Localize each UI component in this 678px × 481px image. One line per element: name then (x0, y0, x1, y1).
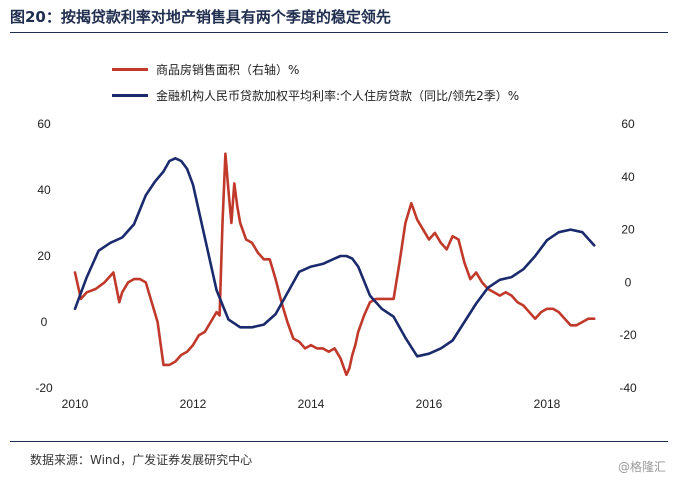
legend-swatch-red (112, 67, 148, 71)
x-tick-label: 2016 (416, 397, 443, 411)
legend-label-sales-area: 商品房销售面积（右轴）% (156, 62, 300, 77)
y-right-tick-label: -20 (619, 328, 637, 342)
y-right-tick-label: -40 (619, 381, 637, 395)
x-tick-label: 2018 (534, 397, 561, 411)
legend-swatch-blue (112, 93, 148, 97)
series-line-mortgage-rate (73, 157, 596, 358)
watermark: @格隆汇 (617, 460, 666, 474)
legend-item-sales-area: 商品房销售面积（右轴）% (112, 60, 299, 78)
y-left-tick-label: 60 (37, 117, 51, 131)
y-right-tick-label: 40 (621, 170, 635, 184)
x-tick-label: 2010 (62, 397, 89, 411)
figure-title: 图20：按揭贷款利率对地产销售具有两个季度的稳定领先 (10, 8, 391, 26)
y-left-tick-label: 20 (37, 249, 51, 263)
y-right-tick-label: 0 (625, 275, 632, 289)
legend-label-mortgage-rate: 金融机构人民币贷款加权平均利率:个人住房贷款（同比/领先2季）% (156, 88, 520, 103)
y-left-tick-label: 0 (41, 315, 48, 329)
y-right-tick-label: 60 (621, 117, 635, 131)
x-tick-label: 2012 (180, 397, 207, 411)
legend-item-mortgage-rate: 金融机构人民币贷款加权平均利率:个人住房贷款（同比/领先2季）% (112, 86, 519, 104)
source-note: 数据来源：Wind，广发证券发展研究中心 (30, 453, 253, 467)
series-line-sales-area (73, 152, 596, 377)
footer-divider (10, 441, 668, 442)
title-divider (10, 32, 668, 33)
y-right-tick-label: 20 (621, 223, 635, 237)
y-left-tick-label: -20 (35, 381, 53, 395)
y-left-tick-label: 40 (37, 183, 51, 197)
x-tick-label: 2014 (298, 397, 325, 411)
